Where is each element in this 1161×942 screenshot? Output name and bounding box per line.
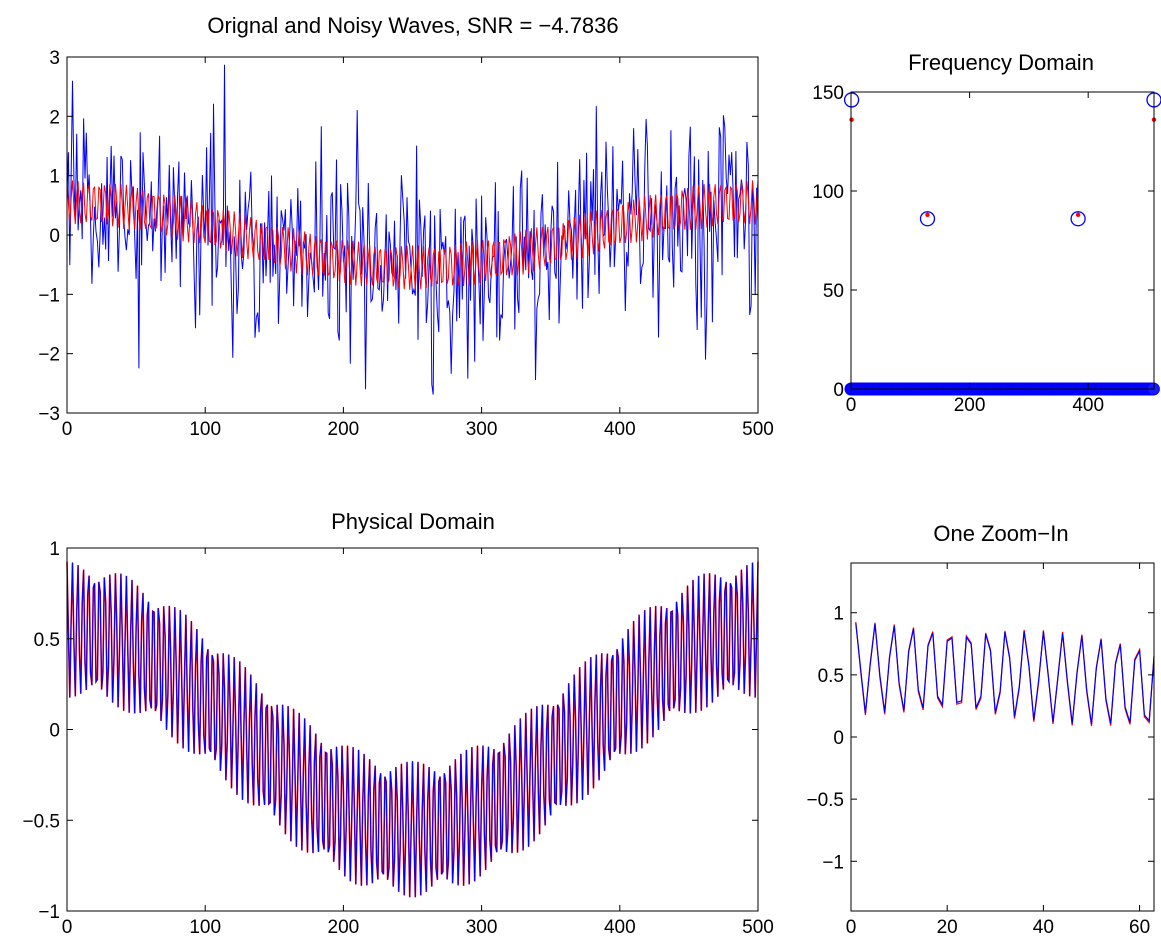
freq-peak-circle	[919, 211, 936, 227]
noisy-wave-line	[66, 64, 759, 395]
x-tick-label: 400	[604, 917, 636, 938]
axes-box-freq	[850, 91, 1155, 390]
x-tick-label: 500	[742, 917, 774, 938]
freq-original-dot	[849, 117, 854, 122]
x-tick-label: 0	[846, 395, 857, 416]
y-tick-label: −2	[38, 345, 60, 366]
x-tick-label: 0	[62, 419, 73, 440]
panel-noisy: Orignal and Noisy Waves, SNR = −4.7836 0…	[38, 13, 774, 440]
panel-physical: Physical Domain 0 100 200 300 400 500−1−0.500…	[22, 509, 773, 938]
y-tick-label: 50	[823, 281, 844, 302]
y-tick-label: 1	[833, 604, 844, 625]
y-tick-label: 0	[49, 226, 60, 247]
y-tick-label: 3	[49, 48, 60, 69]
x-tick-label: 100	[189, 419, 221, 440]
panel-title-zoom: One Zoom−In	[933, 521, 1068, 546]
axes-box-noisy	[66, 56, 759, 414]
y-tick-label: 1	[49, 539, 60, 560]
x-tick-label: 40	[1033, 917, 1054, 938]
y-tick-label: 0.5	[818, 666, 844, 687]
panel-zoom: One Zoom−In 0 20 40 60 −1 −0.5 0 0.5 1	[806, 521, 1155, 938]
freq-peak-circle	[1070, 211, 1086, 227]
panel-title-freq: Frequency Domain	[908, 50, 1094, 75]
y-tick-label: 0	[49, 721, 60, 742]
x-tick-label: 0	[62, 917, 73, 938]
y-tick-label: 0	[833, 728, 844, 749]
x-tick-label: 0	[846, 917, 857, 938]
y-tick-label: 1	[49, 167, 60, 188]
y-tick-label: −3	[38, 404, 60, 425]
x-tick-label: 300	[466, 419, 498, 440]
y-tick-label: −0.5	[806, 790, 844, 811]
y-tick-label: 150	[812, 83, 844, 104]
plot-area-zoom: 0 20 40 60 −1 −0.5 0 0.5 1	[806, 563, 1155, 938]
freq-original-dot	[1075, 212, 1081, 217]
x-tick-label: 400	[604, 419, 636, 440]
y-tick-label: 0.5	[34, 630, 60, 651]
axes-box-physical	[66, 547, 759, 912]
x-tick-label: 200	[954, 395, 986, 416]
x-tick-label: 300	[466, 917, 498, 938]
panel-freq: Frequency Domain 0 200 400 0 50 100 150	[812, 50, 1161, 416]
y-tick-label: −1	[38, 285, 60, 306]
panel-title-physical: Physical Domain	[331, 509, 495, 534]
reconstructed-signal-line	[66, 561, 759, 898]
x-tick-label: 20	[937, 917, 958, 938]
y-tick-label: −1	[822, 852, 844, 873]
freq-original-dot	[925, 212, 930, 217]
y-tick-label: −1	[38, 902, 60, 923]
original-signal-line	[66, 561, 759, 898]
plot-area-noisy: 0 100 200 300 400 500 −3 −2 −1 0 1 2 3	[38, 48, 774, 440]
y-tick-label: 0	[833, 380, 844, 401]
x-tick-label: 200	[328, 419, 360, 440]
x-tick-label: 400	[1072, 395, 1104, 416]
zoom-reconstructed-line	[855, 623, 1155, 725]
freq-peak-circle	[843, 92, 860, 108]
panel-title-noisy: Orignal and Noisy Waves, SNR = −4.7836	[207, 13, 618, 38]
plot-area-physical: 0 100 200 300 400 500 −1 −0.5 0 0.5 1	[22, 539, 773, 938]
axes-box-zoom	[850, 562, 1155, 912]
original-wave-line	[66, 180, 759, 290]
x-tick-label: 200	[328, 917, 360, 938]
x-tick-label: 60	[1129, 917, 1150, 938]
plot-area-freq: 0 200 400 0 50 100 150	[812, 83, 1161, 416]
y-tick-label: −0.5	[22, 811, 60, 832]
x-tick-label: 100	[189, 917, 221, 938]
y-tick-label: 100	[812, 182, 844, 203]
x-tick-label: 500	[742, 419, 774, 440]
y-tick-label: 2	[49, 107, 60, 128]
